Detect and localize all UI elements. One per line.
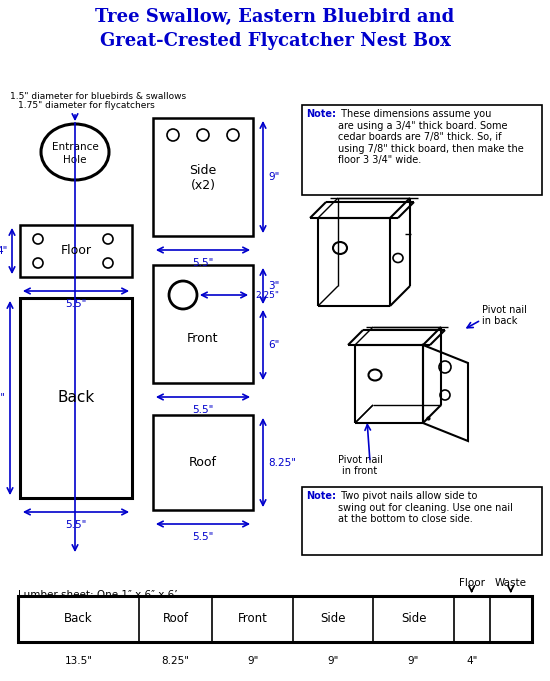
Bar bbox=[153, 415, 253, 510]
Text: Back: Back bbox=[64, 612, 92, 626]
Text: Note:: Note: bbox=[306, 109, 336, 119]
Text: 8.25": 8.25" bbox=[268, 458, 296, 467]
Text: Waste: Waste bbox=[495, 578, 527, 588]
Text: 9": 9" bbox=[408, 656, 419, 666]
Text: Back: Back bbox=[57, 390, 95, 405]
Text: 5.5": 5.5" bbox=[65, 520, 87, 530]
Text: 2.25": 2.25" bbox=[255, 291, 279, 300]
Bar bbox=[20, 298, 132, 498]
Text: (x2): (x2) bbox=[190, 178, 216, 191]
Text: in back: in back bbox=[482, 316, 518, 326]
Text: 13.5": 13.5" bbox=[0, 393, 6, 403]
Text: Entrance: Entrance bbox=[52, 142, 98, 152]
Bar bbox=[18, 596, 532, 642]
Bar bbox=[302, 487, 542, 555]
Text: 1.5" diameter for bluebirds & swallows: 1.5" diameter for bluebirds & swallows bbox=[10, 92, 186, 101]
Text: Pivot nail: Pivot nail bbox=[338, 455, 382, 465]
Text: 4": 4" bbox=[466, 656, 477, 666]
Text: Side: Side bbox=[320, 612, 346, 626]
Text: 8.25": 8.25" bbox=[162, 656, 190, 666]
Text: Two pivot nails allow side to
swing out for cleaning. Use one nail
at the bottom: Two pivot nails allow side to swing out … bbox=[338, 491, 513, 524]
Text: 4": 4" bbox=[0, 246, 8, 256]
Text: Front: Front bbox=[187, 332, 219, 345]
Bar bbox=[153, 118, 253, 236]
Text: Note:: Note: bbox=[306, 491, 336, 501]
Text: Roof: Roof bbox=[189, 456, 217, 469]
Bar bbox=[302, 105, 542, 195]
Text: Great-Crested Flycatcher Nest Box: Great-Crested Flycatcher Nest Box bbox=[100, 32, 450, 50]
Bar bbox=[20, 225, 132, 277]
Text: Tree Swallow, Eastern Bluebird and: Tree Swallow, Eastern Bluebird and bbox=[95, 8, 455, 26]
Text: 5.5": 5.5" bbox=[192, 258, 214, 268]
Text: Hole: Hole bbox=[63, 155, 87, 165]
Text: Side: Side bbox=[401, 612, 426, 626]
Text: in front: in front bbox=[342, 466, 378, 476]
Text: 13.5": 13.5" bbox=[64, 656, 92, 666]
Text: 5.5": 5.5" bbox=[192, 532, 214, 542]
Text: 3": 3" bbox=[268, 281, 279, 291]
Bar bbox=[153, 265, 253, 383]
Text: These dimensions assume you
are using a 3/4" thick board. Some
cedar boards are : These dimensions assume you are using a … bbox=[338, 109, 524, 165]
Text: 9": 9" bbox=[268, 172, 279, 182]
Text: Side: Side bbox=[189, 165, 217, 178]
Text: 5.5": 5.5" bbox=[192, 405, 214, 415]
Text: 6": 6" bbox=[268, 340, 279, 350]
Text: Floor: Floor bbox=[459, 578, 485, 588]
Text: 5.5": 5.5" bbox=[65, 299, 87, 309]
Text: 9": 9" bbox=[247, 656, 258, 666]
Text: Front: Front bbox=[238, 612, 268, 626]
Text: Pivot nail: Pivot nail bbox=[482, 305, 527, 315]
Text: 1.75" diameter for flycatchers: 1.75" diameter for flycatchers bbox=[18, 101, 155, 110]
Text: Roof: Roof bbox=[163, 612, 189, 626]
Text: Lumber sheet: One 1″ x 6″ x 6’: Lumber sheet: One 1″ x 6″ x 6’ bbox=[18, 590, 178, 600]
Text: 9": 9" bbox=[327, 656, 339, 666]
Text: Floor: Floor bbox=[60, 244, 91, 257]
